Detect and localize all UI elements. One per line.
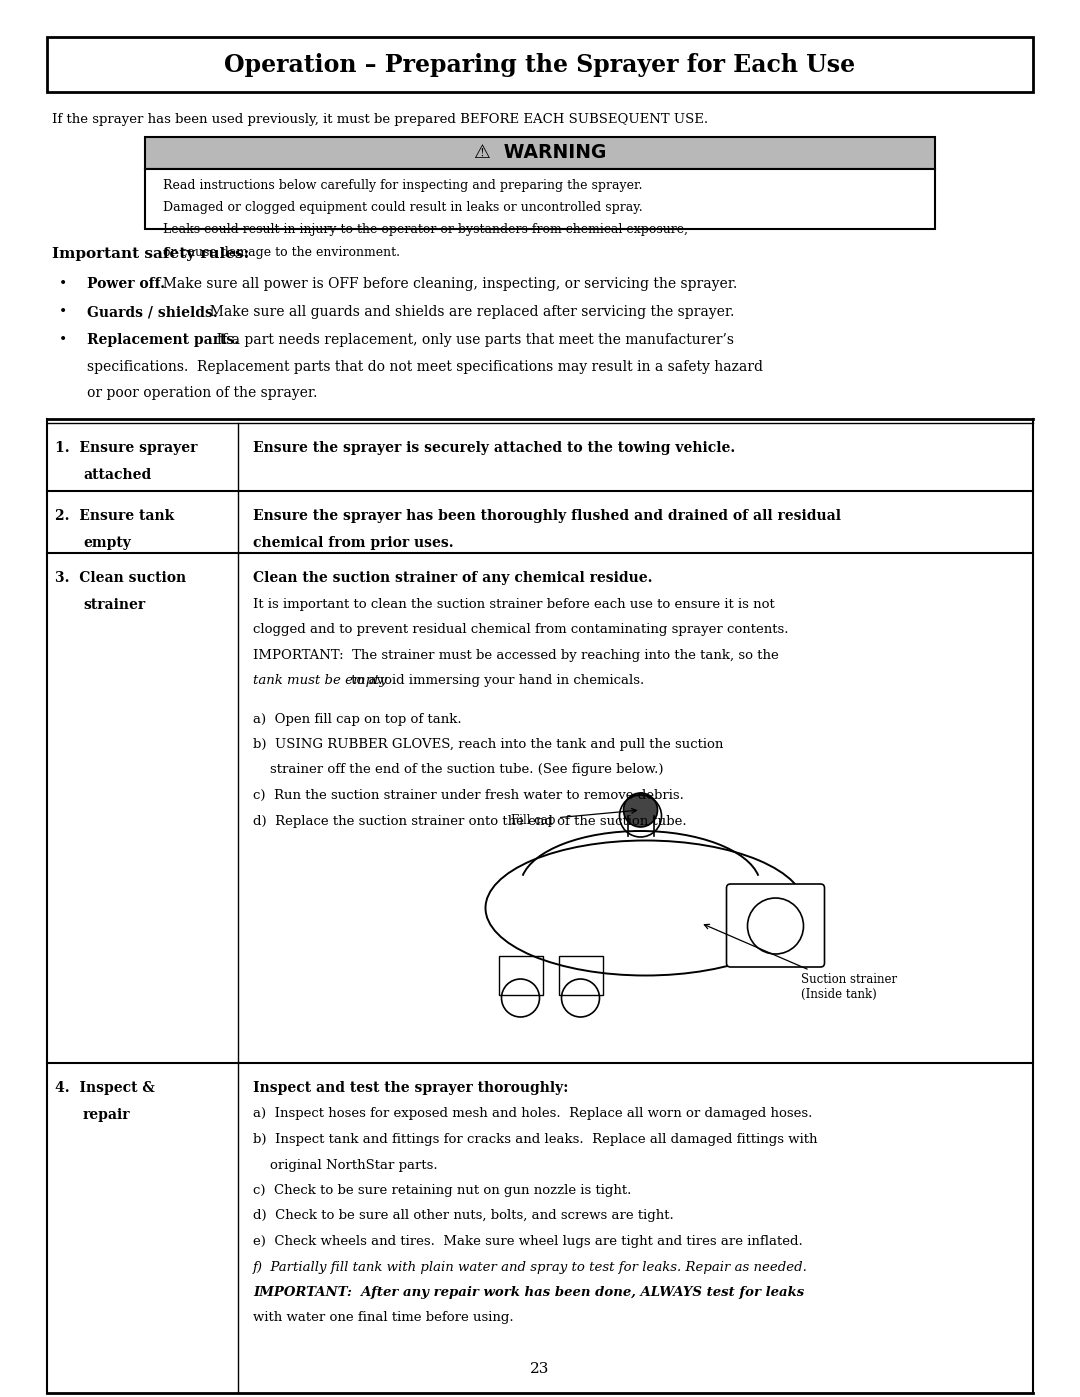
Text: c)  Run the suction strainer under fresh water to remove debris.: c) Run the suction strainer under fresh … <box>253 789 684 802</box>
Text: Guards / shields.: Guards / shields. <box>87 305 218 319</box>
Text: Suction strainer
(Inside tank): Suction strainer (Inside tank) <box>704 925 896 1002</box>
Text: 1.  Ensure sprayer: 1. Ensure sprayer <box>55 441 198 455</box>
Text: to avoid immersing your hand in chemicals.: to avoid immersing your hand in chemical… <box>347 673 644 687</box>
Circle shape <box>623 793 658 827</box>
Text: If a part needs replacement, only use parts that meet the manufacturer’s: If a part needs replacement, only use pa… <box>207 332 733 346</box>
Text: chemical from prior uses.: chemical from prior uses. <box>253 535 454 549</box>
Text: a)  Open fill cap on top of tank.: a) Open fill cap on top of tank. <box>253 712 461 725</box>
Text: Ensure the sprayer is securely attached to the towing vehicle.: Ensure the sprayer is securely attached … <box>253 441 735 455</box>
Text: Fill cap: Fill cap <box>511 809 636 827</box>
Text: It is important to clean the suction strainer before each use to ensure it is no: It is important to clean the suction str… <box>253 598 774 610</box>
Text: Power off.: Power off. <box>87 277 165 291</box>
Text: •: • <box>59 305 67 319</box>
Text: •: • <box>59 332 67 346</box>
Text: 4.  Inspect &: 4. Inspect & <box>55 1081 154 1095</box>
Text: Read instructions below carefully for inspecting and preparing the sprayer.: Read instructions below carefully for in… <box>163 179 643 191</box>
Text: original NorthStar parts.: original NorthStar parts. <box>253 1158 437 1172</box>
Text: with water one final time before using.: with water one final time before using. <box>253 1312 514 1324</box>
Text: a)  Inspect hoses for exposed mesh and holes.  Replace all worn or damaged hoses: a) Inspect hoses for exposed mesh and ho… <box>253 1108 812 1120</box>
Text: tank must be empty: tank must be empty <box>253 673 387 687</box>
Text: attached: attached <box>83 468 151 482</box>
FancyBboxPatch shape <box>145 137 935 169</box>
Text: Leaks could result in injury to the operator or bystanders from chemical exposur: Leaks could result in injury to the oper… <box>163 224 688 236</box>
Text: b)  Inspect tank and fittings for cracks and leaks.  Replace all damaged fitting: b) Inspect tank and fittings for cracks … <box>253 1133 818 1146</box>
Text: b)  USING RUBBER GLOVES, reach into the tank and pull the suction: b) USING RUBBER GLOVES, reach into the t… <box>253 738 724 752</box>
FancyBboxPatch shape <box>727 884 824 967</box>
Text: specifications.  Replacement parts that do not meet specifications may result in: specifications. Replacement parts that d… <box>87 359 762 373</box>
Text: •: • <box>59 277 67 291</box>
Text: Clean the suction strainer of any chemical residue.: Clean the suction strainer of any chemic… <box>253 571 652 585</box>
Text: Operation – Preparing the Sprayer for Each Use: Operation – Preparing the Sprayer for Ea… <box>225 53 855 77</box>
Text: e)  Check wheels and tires.  Make sure wheel lugs are tight and tires are inflat: e) Check wheels and tires. Make sure whe… <box>253 1235 802 1248</box>
Text: IMPORTANT:  After any repair work has been done, ALWAYS test for leaks: IMPORTANT: After any repair work has bee… <box>253 1287 805 1299</box>
Text: 3.  Clean suction: 3. Clean suction <box>55 571 186 585</box>
Text: Replacement parts.: Replacement parts. <box>87 332 239 346</box>
Text: clogged and to prevent residual chemical from contaminating sprayer contents.: clogged and to prevent residual chemical… <box>253 623 788 636</box>
Text: Inspect and test the sprayer thoroughly:: Inspect and test the sprayer thoroughly: <box>253 1081 568 1095</box>
Text: If the sprayer has been used previously, it must be prepared BEFORE EACH SUBSEQU: If the sprayer has been used previously,… <box>52 113 708 126</box>
Text: strainer: strainer <box>83 598 145 612</box>
Text: Important safety rules:: Important safety rules: <box>52 247 249 261</box>
FancyBboxPatch shape <box>48 36 1032 92</box>
Text: or cause damage to the environment.: or cause damage to the environment. <box>163 246 400 258</box>
Text: Make sure all guards and shields are replaced after servicing the sprayer.: Make sure all guards and shields are rep… <box>201 305 734 319</box>
Text: Damaged or clogged equipment could result in leaks or uncontrolled spray.: Damaged or clogged equipment could resul… <box>163 201 643 214</box>
Text: 23: 23 <box>530 1362 550 1376</box>
Text: d)  Check to be sure all other nuts, bolts, and screws are tight.: d) Check to be sure all other nuts, bolt… <box>253 1210 674 1222</box>
Text: IMPORTANT:  The strainer must be accessed by reaching into the tank, so the: IMPORTANT: The strainer must be accessed… <box>253 648 779 662</box>
FancyBboxPatch shape <box>145 169 935 229</box>
Text: Ensure the sprayer has been thoroughly flushed and drained of all residual: Ensure the sprayer has been thoroughly f… <box>253 509 841 522</box>
Text: strainer off the end of the suction tube. (See figure below.): strainer off the end of the suction tube… <box>253 764 663 777</box>
Text: d)  Replace the suction strainer onto the end of the suction tube.: d) Replace the suction strainer onto the… <box>253 814 687 827</box>
Text: repair: repair <box>83 1108 131 1122</box>
Text: ⚠  WARNING: ⚠ WARNING <box>474 144 606 162</box>
Text: or poor operation of the sprayer.: or poor operation of the sprayer. <box>87 386 318 400</box>
Text: empty: empty <box>83 536 131 550</box>
Text: c)  Check to be sure retaining nut on gun nozzle is tight.: c) Check to be sure retaining nut on gun… <box>253 1185 632 1197</box>
Text: f)  Partially fill tank with plain water and spray to test for leaks. Repair as : f) Partially fill tank with plain water … <box>253 1260 808 1274</box>
Text: 2.  Ensure tank: 2. Ensure tank <box>55 509 174 522</box>
Text: Make sure all power is OFF before cleaning, inspecting, or servicing the sprayer: Make sure all power is OFF before cleani… <box>154 277 738 291</box>
